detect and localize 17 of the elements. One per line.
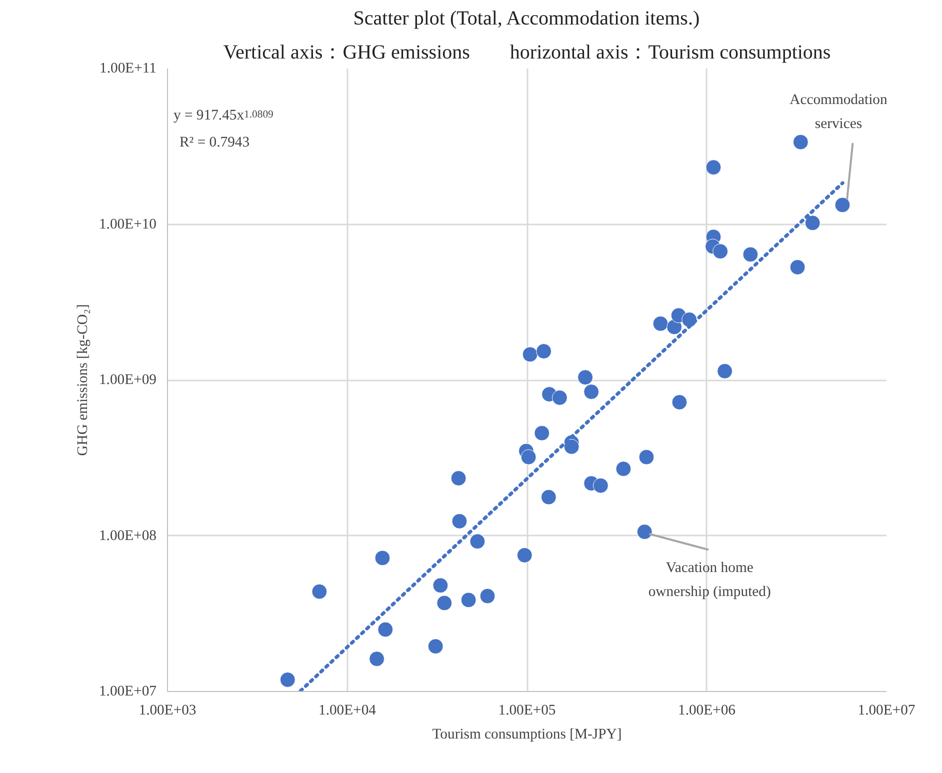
x-tick-label: 1.00E+06 [678,702,736,718]
y-tick-label: 1.00E+11 [100,60,157,76]
y-tick-label: 1.00E+07 [98,684,157,700]
y-tick-label: 1.00E+09 [98,372,157,388]
annotation: y = 917.45x1.0809 [174,108,274,124]
annotation: Vacation home ownership (imputed) [648,560,771,600]
y-tick-label: 1.00E+10 [98,216,157,232]
y-axis-title: GHG emissions [kg-CO₂] [74,304,91,456]
annotation: R² = 0.7943 [180,134,250,150]
x-tick-label: 1.00E+05 [498,702,556,718]
x-tick-label: 1.00E+03 [138,702,196,718]
x-tick-label: 1.00E+04 [318,702,377,718]
chart-subtitle: Vertical axis：GHG emissions horizontal axis：Tourism consumptions [223,42,831,64]
y-tick-label: 1.00E+08 [98,528,157,544]
x-axis-title: Tourism consumptions [M-JPY] [432,726,622,742]
x-tick-label: 1.00E+07 [858,702,916,718]
chart-title: Scatter plot (Total, Accommodation items.) [353,8,700,30]
